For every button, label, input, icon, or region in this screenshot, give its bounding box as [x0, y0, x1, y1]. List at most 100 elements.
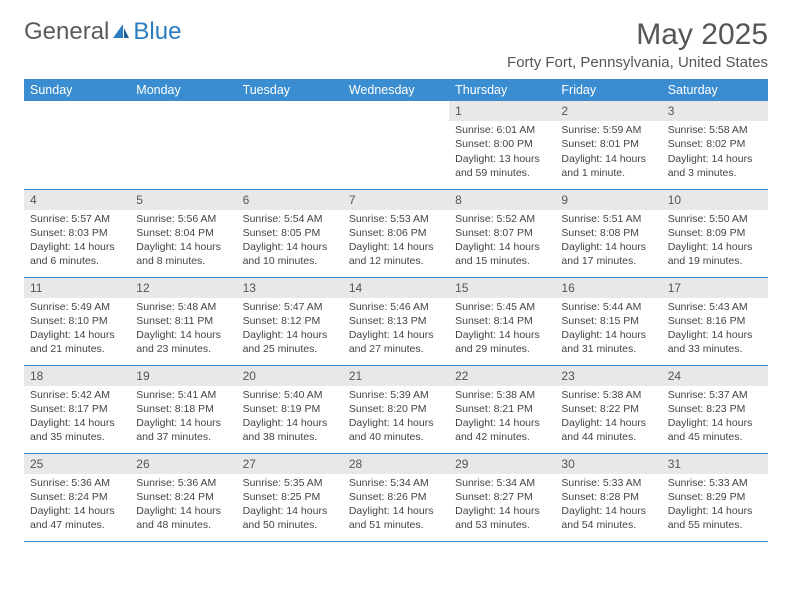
day-number: 20 [237, 366, 343, 386]
calendar-row: 4Sunrise: 5:57 AMSunset: 8:03 PMDaylight… [24, 189, 768, 277]
calendar-table: SundayMondayTuesdayWednesdayThursdayFrid… [24, 79, 768, 542]
day-content: Sunrise: 5:52 AMSunset: 8:07 PMDaylight:… [449, 210, 555, 273]
calendar-day-cell: 6Sunrise: 5:54 AMSunset: 8:05 PMDaylight… [237, 189, 343, 277]
calendar-day-cell: 17Sunrise: 5:43 AMSunset: 8:16 PMDayligh… [662, 277, 768, 365]
calendar-day-cell: 14Sunrise: 5:46 AMSunset: 8:13 PMDayligh… [343, 277, 449, 365]
calendar-day-cell: 4Sunrise: 5:57 AMSunset: 8:03 PMDaylight… [24, 189, 130, 277]
day-number: 3 [662, 101, 768, 121]
calendar-row: 11Sunrise: 5:49 AMSunset: 8:10 PMDayligh… [24, 277, 768, 365]
day-number: 27 [237, 454, 343, 474]
weekday-header: Wednesday [343, 79, 449, 101]
calendar-day-cell: 10Sunrise: 5:50 AMSunset: 8:09 PMDayligh… [662, 189, 768, 277]
calendar-day-cell: 3Sunrise: 5:58 AMSunset: 8:02 PMDaylight… [662, 101, 768, 189]
calendar-body: 1Sunrise: 6:01 AMSunset: 8:00 PMDaylight… [24, 101, 768, 541]
day-content: Sunrise: 5:40 AMSunset: 8:19 PMDaylight:… [237, 386, 343, 449]
weekday-header: Friday [555, 79, 661, 101]
calendar-day-cell: 25Sunrise: 5:36 AMSunset: 8:24 PMDayligh… [24, 453, 130, 541]
day-content: Sunrise: 5:58 AMSunset: 8:02 PMDaylight:… [662, 121, 768, 184]
day-content: Sunrise: 5:38 AMSunset: 8:21 PMDaylight:… [449, 386, 555, 449]
day-content: Sunrise: 5:39 AMSunset: 8:20 PMDaylight:… [343, 386, 449, 449]
calendar-day-cell: 15Sunrise: 5:45 AMSunset: 8:14 PMDayligh… [449, 277, 555, 365]
weekday-header: Sunday [24, 79, 130, 101]
calendar-row: 25Sunrise: 5:36 AMSunset: 8:24 PMDayligh… [24, 453, 768, 541]
calendar-day-cell: 16Sunrise: 5:44 AMSunset: 8:15 PMDayligh… [555, 277, 661, 365]
calendar-row: 1Sunrise: 6:01 AMSunset: 8:00 PMDaylight… [24, 101, 768, 189]
day-content: Sunrise: 5:33 AMSunset: 8:28 PMDaylight:… [555, 474, 661, 537]
calendar-day-cell: 28Sunrise: 5:34 AMSunset: 8:26 PMDayligh… [343, 453, 449, 541]
day-number: 4 [24, 190, 130, 210]
day-content: Sunrise: 5:41 AMSunset: 8:18 PMDaylight:… [130, 386, 236, 449]
day-number: 2 [555, 101, 661, 121]
day-number: 9 [555, 190, 661, 210]
day-number: 13 [237, 278, 343, 298]
day-content: Sunrise: 5:42 AMSunset: 8:17 PMDaylight:… [24, 386, 130, 449]
calendar-day-cell: 24Sunrise: 5:37 AMSunset: 8:23 PMDayligh… [662, 365, 768, 453]
day-number: 19 [130, 366, 236, 386]
header: General Blue May 2025 Forty Fort, Pennsy… [24, 18, 768, 71]
calendar-empty-cell [24, 101, 130, 189]
logo-text-blue: Blue [133, 18, 181, 46]
calendar-day-cell: 11Sunrise: 5:49 AMSunset: 8:10 PMDayligh… [24, 277, 130, 365]
calendar-day-cell: 22Sunrise: 5:38 AMSunset: 8:21 PMDayligh… [449, 365, 555, 453]
calendar-day-cell: 19Sunrise: 5:41 AMSunset: 8:18 PMDayligh… [130, 365, 236, 453]
day-number: 26 [130, 454, 236, 474]
calendar-day-cell: 1Sunrise: 6:01 AMSunset: 8:00 PMDaylight… [449, 101, 555, 189]
day-content: Sunrise: 5:36 AMSunset: 8:24 PMDaylight:… [24, 474, 130, 537]
calendar-day-cell: 20Sunrise: 5:40 AMSunset: 8:19 PMDayligh… [237, 365, 343, 453]
day-number: 15 [449, 278, 555, 298]
day-number: 22 [449, 366, 555, 386]
calendar-empty-cell [343, 101, 449, 189]
calendar-empty-cell [130, 101, 236, 189]
calendar-day-cell: 8Sunrise: 5:52 AMSunset: 8:07 PMDaylight… [449, 189, 555, 277]
day-content: Sunrise: 5:57 AMSunset: 8:03 PMDaylight:… [24, 210, 130, 273]
logo-text-general: General [24, 18, 109, 46]
day-number: 24 [662, 366, 768, 386]
calendar-day-cell: 9Sunrise: 5:51 AMSunset: 8:08 PMDaylight… [555, 189, 661, 277]
day-number: 8 [449, 190, 555, 210]
day-content: Sunrise: 5:47 AMSunset: 8:12 PMDaylight:… [237, 298, 343, 361]
logo: General Blue [24, 18, 181, 46]
day-number: 25 [24, 454, 130, 474]
calendar-day-cell: 31Sunrise: 5:33 AMSunset: 8:29 PMDayligh… [662, 453, 768, 541]
location-text: Forty Fort, Pennsylvania, United States [507, 54, 768, 71]
weekday-header: Tuesday [237, 79, 343, 101]
day-content: Sunrise: 5:44 AMSunset: 8:15 PMDaylight:… [555, 298, 661, 361]
day-number: 16 [555, 278, 661, 298]
calendar-day-cell: 30Sunrise: 5:33 AMSunset: 8:28 PMDayligh… [555, 453, 661, 541]
weekday-header: Monday [130, 79, 236, 101]
day-number: 23 [555, 366, 661, 386]
day-number: 21 [343, 366, 449, 386]
day-content: Sunrise: 5:51 AMSunset: 8:08 PMDaylight:… [555, 210, 661, 273]
day-content: Sunrise: 5:49 AMSunset: 8:10 PMDaylight:… [24, 298, 130, 361]
day-number: 12 [130, 278, 236, 298]
day-content: Sunrise: 6:01 AMSunset: 8:00 PMDaylight:… [449, 121, 555, 184]
day-content: Sunrise: 5:38 AMSunset: 8:22 PMDaylight:… [555, 386, 661, 449]
day-content: Sunrise: 5:34 AMSunset: 8:26 PMDaylight:… [343, 474, 449, 537]
day-content: Sunrise: 5:36 AMSunset: 8:24 PMDaylight:… [130, 474, 236, 537]
day-content: Sunrise: 5:53 AMSunset: 8:06 PMDaylight:… [343, 210, 449, 273]
calendar-day-cell: 27Sunrise: 5:35 AMSunset: 8:25 PMDayligh… [237, 453, 343, 541]
day-content: Sunrise: 5:33 AMSunset: 8:29 PMDaylight:… [662, 474, 768, 537]
weekday-header-row: SundayMondayTuesdayWednesdayThursdayFrid… [24, 79, 768, 101]
day-number: 5 [130, 190, 236, 210]
day-number: 31 [662, 454, 768, 474]
logo-sail-icon [111, 22, 131, 42]
day-content: Sunrise: 5:50 AMSunset: 8:09 PMDaylight:… [662, 210, 768, 273]
day-content: Sunrise: 5:54 AMSunset: 8:05 PMDaylight:… [237, 210, 343, 273]
day-number: 11 [24, 278, 130, 298]
day-content: Sunrise: 5:45 AMSunset: 8:14 PMDaylight:… [449, 298, 555, 361]
calendar-day-cell: 23Sunrise: 5:38 AMSunset: 8:22 PMDayligh… [555, 365, 661, 453]
day-number: 30 [555, 454, 661, 474]
calendar-day-cell: 21Sunrise: 5:39 AMSunset: 8:20 PMDayligh… [343, 365, 449, 453]
day-number: 1 [449, 101, 555, 121]
day-number: 14 [343, 278, 449, 298]
calendar-day-cell: 12Sunrise: 5:48 AMSunset: 8:11 PMDayligh… [130, 277, 236, 365]
calendar-day-cell: 29Sunrise: 5:34 AMSunset: 8:27 PMDayligh… [449, 453, 555, 541]
day-content: Sunrise: 5:46 AMSunset: 8:13 PMDaylight:… [343, 298, 449, 361]
day-number: 18 [24, 366, 130, 386]
calendar-day-cell: 13Sunrise: 5:47 AMSunset: 8:12 PMDayligh… [237, 277, 343, 365]
day-content: Sunrise: 5:43 AMSunset: 8:16 PMDaylight:… [662, 298, 768, 361]
day-content: Sunrise: 5:56 AMSunset: 8:04 PMDaylight:… [130, 210, 236, 273]
day-number: 6 [237, 190, 343, 210]
day-number: 28 [343, 454, 449, 474]
